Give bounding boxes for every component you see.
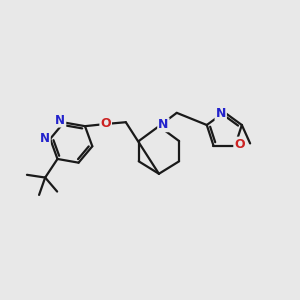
Text: O: O: [234, 138, 245, 151]
Text: N: N: [56, 114, 65, 127]
Text: O: O: [100, 118, 111, 130]
Text: N: N: [158, 118, 169, 131]
Text: N: N: [40, 132, 50, 146]
Text: N: N: [216, 107, 226, 120]
